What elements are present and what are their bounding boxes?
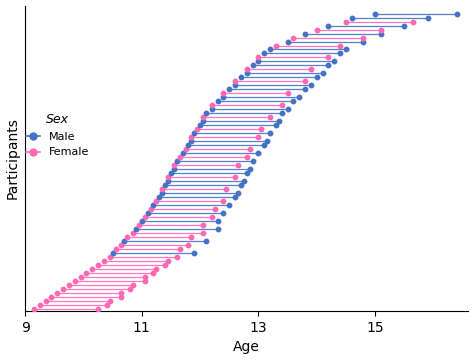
X-axis label: Age: Age (233, 341, 260, 355)
Legend: Male, Female: Male, Female (22, 109, 93, 162)
Y-axis label: Participants: Participants (6, 117, 19, 199)
